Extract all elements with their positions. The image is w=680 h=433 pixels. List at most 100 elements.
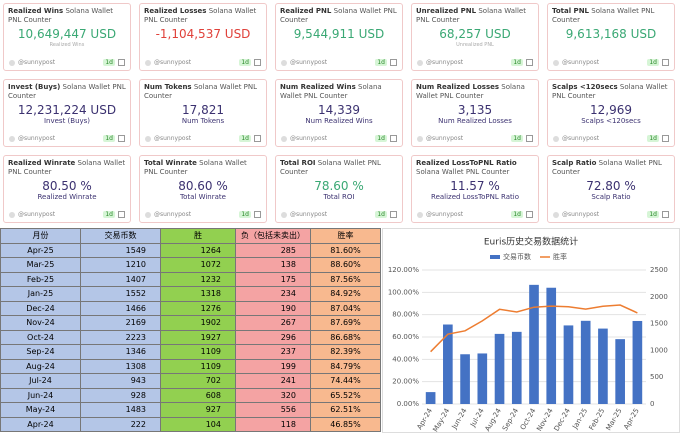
avatar <box>417 135 423 142</box>
card-header: Num Tokens Solana Wallet PNL Counter <box>144 83 262 102</box>
y-tick-label: 80.00% <box>392 311 419 319</box>
card-footer: @sunnypost 1d <box>553 135 669 142</box>
bar <box>511 331 522 404</box>
header-cell: 月份 <box>0 228 81 244</box>
card-subtitle: Solana Wallet PNL Counter <box>280 83 382 100</box>
table-cell: 118 <box>235 416 311 432</box>
card-user: @sunnypost <box>18 211 56 218</box>
card-title: Total Winrate <box>144 159 197 167</box>
card-value: 12,231,224 USD <box>17 103 117 117</box>
table-cell: 927 <box>160 402 236 418</box>
card-subtitle: Solana Wallet PNL Counter <box>280 7 397 24</box>
table-row: Mar-25 1210 1072 138 88.60% <box>0 257 381 273</box>
card-subtitle: Solana Wallet PNL Counter <box>8 7 114 24</box>
time-badge: 1d <box>103 135 115 142</box>
avatar <box>553 135 559 142</box>
table-cell: 1549 <box>80 242 161 258</box>
table-row: Jul-24 943 702 241 74.44% <box>0 373 381 389</box>
table-cell: 702 <box>160 373 236 389</box>
table-cell: 84.79% <box>310 358 381 374</box>
card-label: Num Realized Wins <box>305 117 373 125</box>
card-subtitle: Solana Wallet PNL Counter <box>8 159 126 176</box>
table-row: Sep-24 1346 1109 237 82.39% <box>0 344 381 360</box>
grid-icon <box>118 135 125 142</box>
y2-tick-label: 500 <box>650 373 663 381</box>
card-title: Total PNL <box>552 7 590 15</box>
metric-card: Num Realized Losses Solana Wallet PNL Co… <box>411 79 539 147</box>
card-subtitle: Solana Wallet PNL Counter <box>416 168 510 176</box>
card-value: 68,257 USD <box>439 27 511 41</box>
card-label: Realized LossToPNL Ratio <box>431 193 519 201</box>
time-badge: 1d <box>511 59 523 66</box>
card-subtitle: Solana Wallet PNL Counter <box>416 83 525 100</box>
time-badge: 1d <box>375 211 387 218</box>
grid-icon <box>526 59 533 66</box>
y2-tick-label: 0 <box>650 400 654 408</box>
card-header: Scalp Ratio Solana Wallet PNL Counter <box>552 159 670 178</box>
card-subtitle: Solana Wallet PNL Counter <box>552 159 662 176</box>
avatar <box>145 211 151 218</box>
table-row: May-24 1483 927 556 62.51% <box>0 402 381 418</box>
card-value: 10,649,447 USD <box>17 27 117 41</box>
card-header: Realized Wins Solana Wallet PNL Counter <box>8 7 126 26</box>
card-user: @sunnypost <box>562 211 600 218</box>
table-row: Jun-24 928 608 320 65.52% <box>0 387 381 403</box>
bar <box>563 325 574 404</box>
card-footer: @sunnypost 1d <box>553 59 669 66</box>
card-subtitle: Solana Wallet PNL Counter <box>552 83 668 100</box>
avatar <box>553 59 559 66</box>
table-row: Feb-25 1407 1232 175 87.56% <box>0 271 381 287</box>
avatar <box>281 211 287 218</box>
table-cell: 1483 <box>80 402 161 418</box>
card-header: Realized PNL Solana Wallet PNL Counter <box>280 7 398 26</box>
avatar <box>9 211 15 218</box>
grid-icon <box>526 135 533 142</box>
card-title: Num Realized Wins <box>280 83 356 91</box>
table-cell: Jan-25 <box>0 286 81 302</box>
time-badge: 1d <box>239 135 251 142</box>
time-badge: 1d <box>239 59 251 66</box>
table-cell: 199 <box>235 358 311 374</box>
grid-icon <box>118 211 125 218</box>
card-label: Total ROI <box>323 193 355 201</box>
time-badge: 1d <box>647 135 659 142</box>
table-cell: 285 <box>235 242 311 258</box>
header-row: 月份 交易币数胜负（包括未卖出） 胜率 <box>0 228 381 244</box>
card-label: Unrealized PNL <box>456 42 494 48</box>
card-value: 9,613,168 USD <box>565 27 657 41</box>
table-cell: 1927 <box>160 329 236 345</box>
grid-icon <box>662 59 669 66</box>
card-label: Invest (Buys) <box>43 117 91 125</box>
card-footer: @sunnypost 1d <box>417 211 533 218</box>
card-label: Realized Winrate <box>37 193 97 201</box>
table-cell: 1902 <box>160 315 236 331</box>
card-title: Num Tokens <box>144 83 192 91</box>
card-footer: @sunnypost 1d <box>9 59 125 66</box>
grid-icon <box>526 211 533 218</box>
metric-card: Scalp Ratio Solana Wallet PNL Counter 72.… <box>547 155 675 223</box>
time-badge: 1d <box>103 59 115 66</box>
card-footer: @sunnypost 1d <box>553 211 669 218</box>
card-value: 72.80 % <box>586 179 636 193</box>
card-title: Total ROI <box>280 159 316 167</box>
table-cell: Apr-25 <box>0 242 81 258</box>
card-value: 78.60 % <box>314 179 364 193</box>
bar <box>460 354 470 404</box>
bar <box>477 353 488 404</box>
table-cell: 46.85% <box>310 416 381 432</box>
card-subtitle: Solana Wallet PNL Counter <box>416 7 526 24</box>
avatar <box>9 135 15 142</box>
table-cell: 320 <box>235 387 311 403</box>
table-row: Apr-25 1549 1264 285 81.60% <box>0 242 381 258</box>
grid-icon <box>662 135 669 142</box>
metric-card: Num Tokens Solana Wallet PNL Counter 17,8… <box>139 79 267 147</box>
card-header: Realized LossToPNL Ratio Solana Wallet P… <box>416 159 534 178</box>
card-header: Num Realized Wins Solana Wallet PNL Coun… <box>280 83 398 102</box>
y-tick-label: 20.00% <box>392 378 419 386</box>
card-title: Scalps <120secs <box>552 83 618 91</box>
card-value: 12,969 <box>590 103 632 117</box>
card-subtitle: Solana Wallet PNL Counter <box>8 83 126 100</box>
card-label: Scalp Ratio <box>591 193 631 201</box>
grid-icon <box>390 135 397 142</box>
card-user: @sunnypost <box>426 59 464 66</box>
